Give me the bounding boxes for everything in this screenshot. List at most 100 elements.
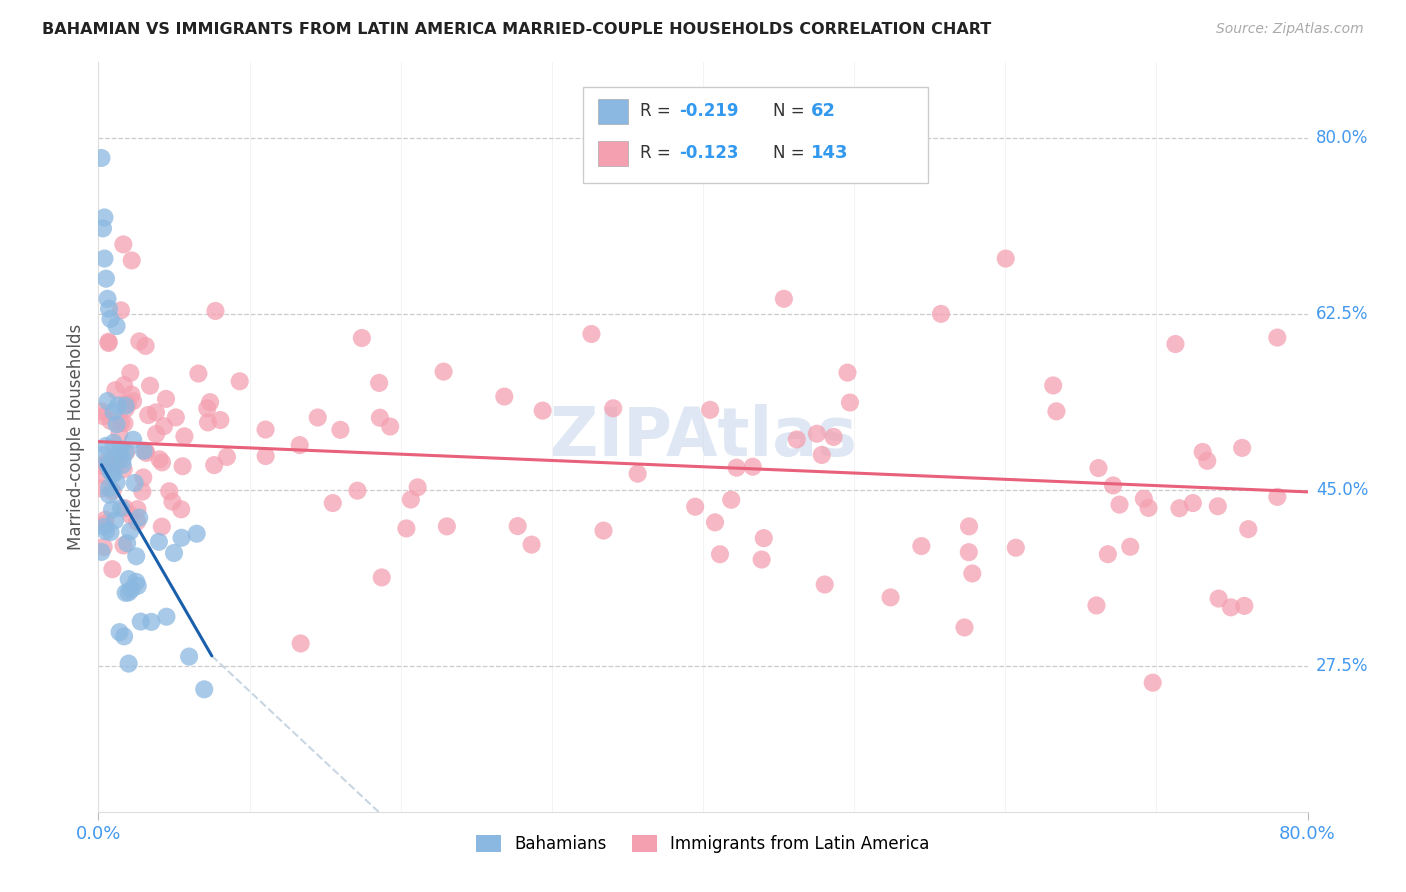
Point bbox=[209, 413, 232, 427]
Point bbox=[112, 629, 135, 643]
Point bbox=[814, 577, 837, 591]
Point bbox=[127, 502, 149, 516]
Point bbox=[121, 582, 143, 596]
Point bbox=[155, 609, 177, 624]
Point bbox=[124, 475, 146, 490]
Point bbox=[139, 378, 162, 392]
Point bbox=[90, 545, 112, 559]
Point bbox=[1191, 445, 1213, 459]
Point bbox=[97, 334, 120, 349]
Point bbox=[100, 525, 122, 540]
Point bbox=[153, 419, 176, 434]
Point bbox=[1164, 337, 1187, 351]
Point bbox=[720, 492, 742, 507]
Point bbox=[1004, 541, 1026, 555]
Point bbox=[114, 501, 136, 516]
Point bbox=[957, 545, 980, 559]
Point bbox=[699, 402, 721, 417]
Point bbox=[122, 433, 145, 447]
Point bbox=[125, 574, 148, 589]
Point bbox=[709, 547, 731, 561]
Point bbox=[150, 519, 173, 533]
Point bbox=[741, 459, 763, 474]
Legend: Bahamians, Immigrants from Latin America: Bahamians, Immigrants from Latin America bbox=[470, 828, 936, 860]
Point bbox=[118, 572, 141, 586]
Point bbox=[103, 467, 125, 481]
Point bbox=[110, 416, 132, 430]
Point bbox=[786, 433, 808, 447]
Point bbox=[105, 475, 128, 490]
Point bbox=[135, 446, 157, 460]
Point bbox=[837, 366, 859, 380]
Point bbox=[380, 419, 402, 434]
Point bbox=[103, 435, 125, 450]
Point bbox=[350, 331, 373, 345]
Text: N =: N = bbox=[773, 145, 810, 162]
Point bbox=[121, 253, 143, 268]
Point bbox=[368, 376, 391, 390]
Point bbox=[193, 682, 215, 697]
Text: ZIPAtlas: ZIPAtlas bbox=[550, 404, 856, 470]
Point bbox=[953, 620, 976, 634]
Point bbox=[162, 494, 184, 508]
Text: BAHAMIAN VS IMMIGRANTS FROM LATIN AMERICA MARRIED-COUPLE HOUSEHOLDS CORRELATION : BAHAMIAN VS IMMIGRANTS FROM LATIN AMERIC… bbox=[42, 22, 991, 37]
Point bbox=[110, 303, 132, 318]
Point bbox=[118, 585, 141, 599]
Text: 62: 62 bbox=[811, 103, 837, 120]
Point bbox=[215, 450, 238, 464]
Point bbox=[91, 448, 114, 462]
Point bbox=[108, 445, 131, 459]
Point bbox=[91, 458, 114, 473]
Point bbox=[128, 334, 150, 349]
Point bbox=[1206, 500, 1229, 514]
Point bbox=[627, 467, 650, 481]
Point bbox=[112, 462, 135, 476]
Point bbox=[141, 615, 163, 629]
Point bbox=[94, 524, 117, 539]
Point bbox=[114, 586, 136, 600]
Point bbox=[91, 221, 114, 235]
Point bbox=[125, 549, 148, 564]
Point bbox=[1119, 540, 1142, 554]
Point bbox=[406, 480, 429, 494]
Point bbox=[399, 492, 422, 507]
Point bbox=[994, 252, 1017, 266]
Point bbox=[929, 307, 952, 321]
Point bbox=[114, 396, 136, 410]
Text: 80.0%: 80.0% bbox=[1316, 128, 1368, 147]
Point bbox=[155, 392, 177, 406]
Point bbox=[254, 449, 277, 463]
Point bbox=[98, 301, 121, 316]
Point bbox=[1133, 491, 1156, 506]
Point bbox=[1142, 675, 1164, 690]
Point bbox=[157, 484, 180, 499]
Point bbox=[93, 252, 115, 266]
Text: Source: ZipAtlas.com: Source: ZipAtlas.com bbox=[1216, 22, 1364, 37]
Point bbox=[145, 427, 167, 442]
Point bbox=[839, 395, 862, 409]
Point bbox=[97, 336, 120, 351]
Point bbox=[98, 414, 121, 428]
Point bbox=[1219, 600, 1241, 615]
Point bbox=[93, 540, 115, 554]
Point bbox=[1137, 500, 1160, 515]
Point bbox=[121, 387, 143, 401]
Point bbox=[120, 524, 142, 539]
Point bbox=[962, 566, 984, 581]
Point bbox=[112, 237, 135, 252]
Y-axis label: Married-couple Households: Married-couple Households bbox=[66, 324, 84, 550]
Point bbox=[117, 397, 139, 411]
Point bbox=[110, 500, 132, 515]
Point bbox=[163, 546, 186, 560]
Point bbox=[103, 405, 125, 419]
Point bbox=[592, 524, 614, 538]
Point bbox=[1087, 461, 1109, 475]
Point bbox=[112, 538, 135, 552]
Point bbox=[94, 271, 117, 285]
Point bbox=[751, 552, 773, 566]
Point bbox=[127, 579, 149, 593]
Point bbox=[1097, 547, 1119, 561]
Text: R =: R = bbox=[640, 103, 676, 120]
Point bbox=[91, 409, 114, 424]
Point bbox=[96, 458, 118, 473]
